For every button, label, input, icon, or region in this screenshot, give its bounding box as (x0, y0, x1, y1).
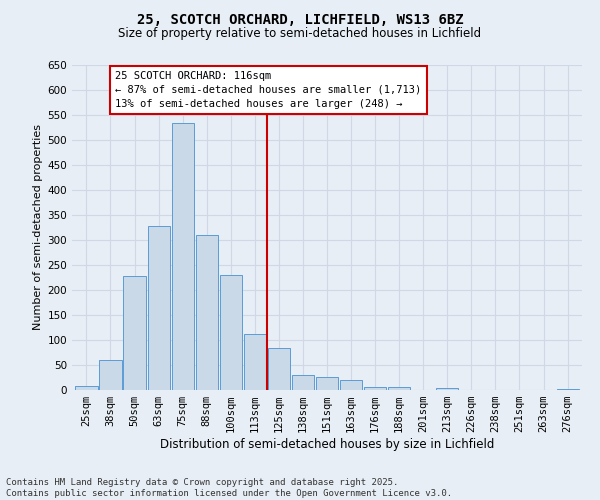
Bar (557, 389, 578, 390)
Bar (196, 235, 218, 390)
Bar (292, 375, 314, 390)
X-axis label: Distribution of semi-detached houses by size in Lichfield: Distribution of semi-detached houses by … (160, 438, 494, 451)
Text: Contains HM Land Registry data © Crown copyright and database right 2025.
Contai: Contains HM Land Registry data © Crown c… (6, 478, 452, 498)
Bar (76, 386, 98, 390)
Y-axis label: Number of semi-detached properties: Number of semi-detached properties (33, 124, 43, 330)
Text: 25, SCOTCH ORCHARD, LICHFIELD, WS13 6BZ: 25, SCOTCH ORCHARD, LICHFIELD, WS13 6BZ (137, 12, 463, 26)
Bar (124, 276, 146, 390)
Text: Size of property relative to semi-detached houses in Lichfield: Size of property relative to semi-detach… (118, 28, 482, 40)
Bar (172, 122, 194, 390)
Bar (364, 387, 386, 390)
Bar (244, 334, 266, 390)
Bar (316, 377, 338, 390)
Text: 25 SCOTCH ORCHARD: 116sqm
← 87% of semi-detached houses are smaller (1,713)
13% : 25 SCOTCH ORCHARD: 116sqm ← 87% of semi-… (115, 71, 422, 109)
Bar (220, 275, 242, 390)
Bar (388, 386, 410, 390)
Bar (148, 226, 170, 390)
Bar (436, 388, 458, 390)
Bar (268, 348, 290, 390)
Bar (100, 360, 122, 390)
Bar (340, 380, 362, 390)
